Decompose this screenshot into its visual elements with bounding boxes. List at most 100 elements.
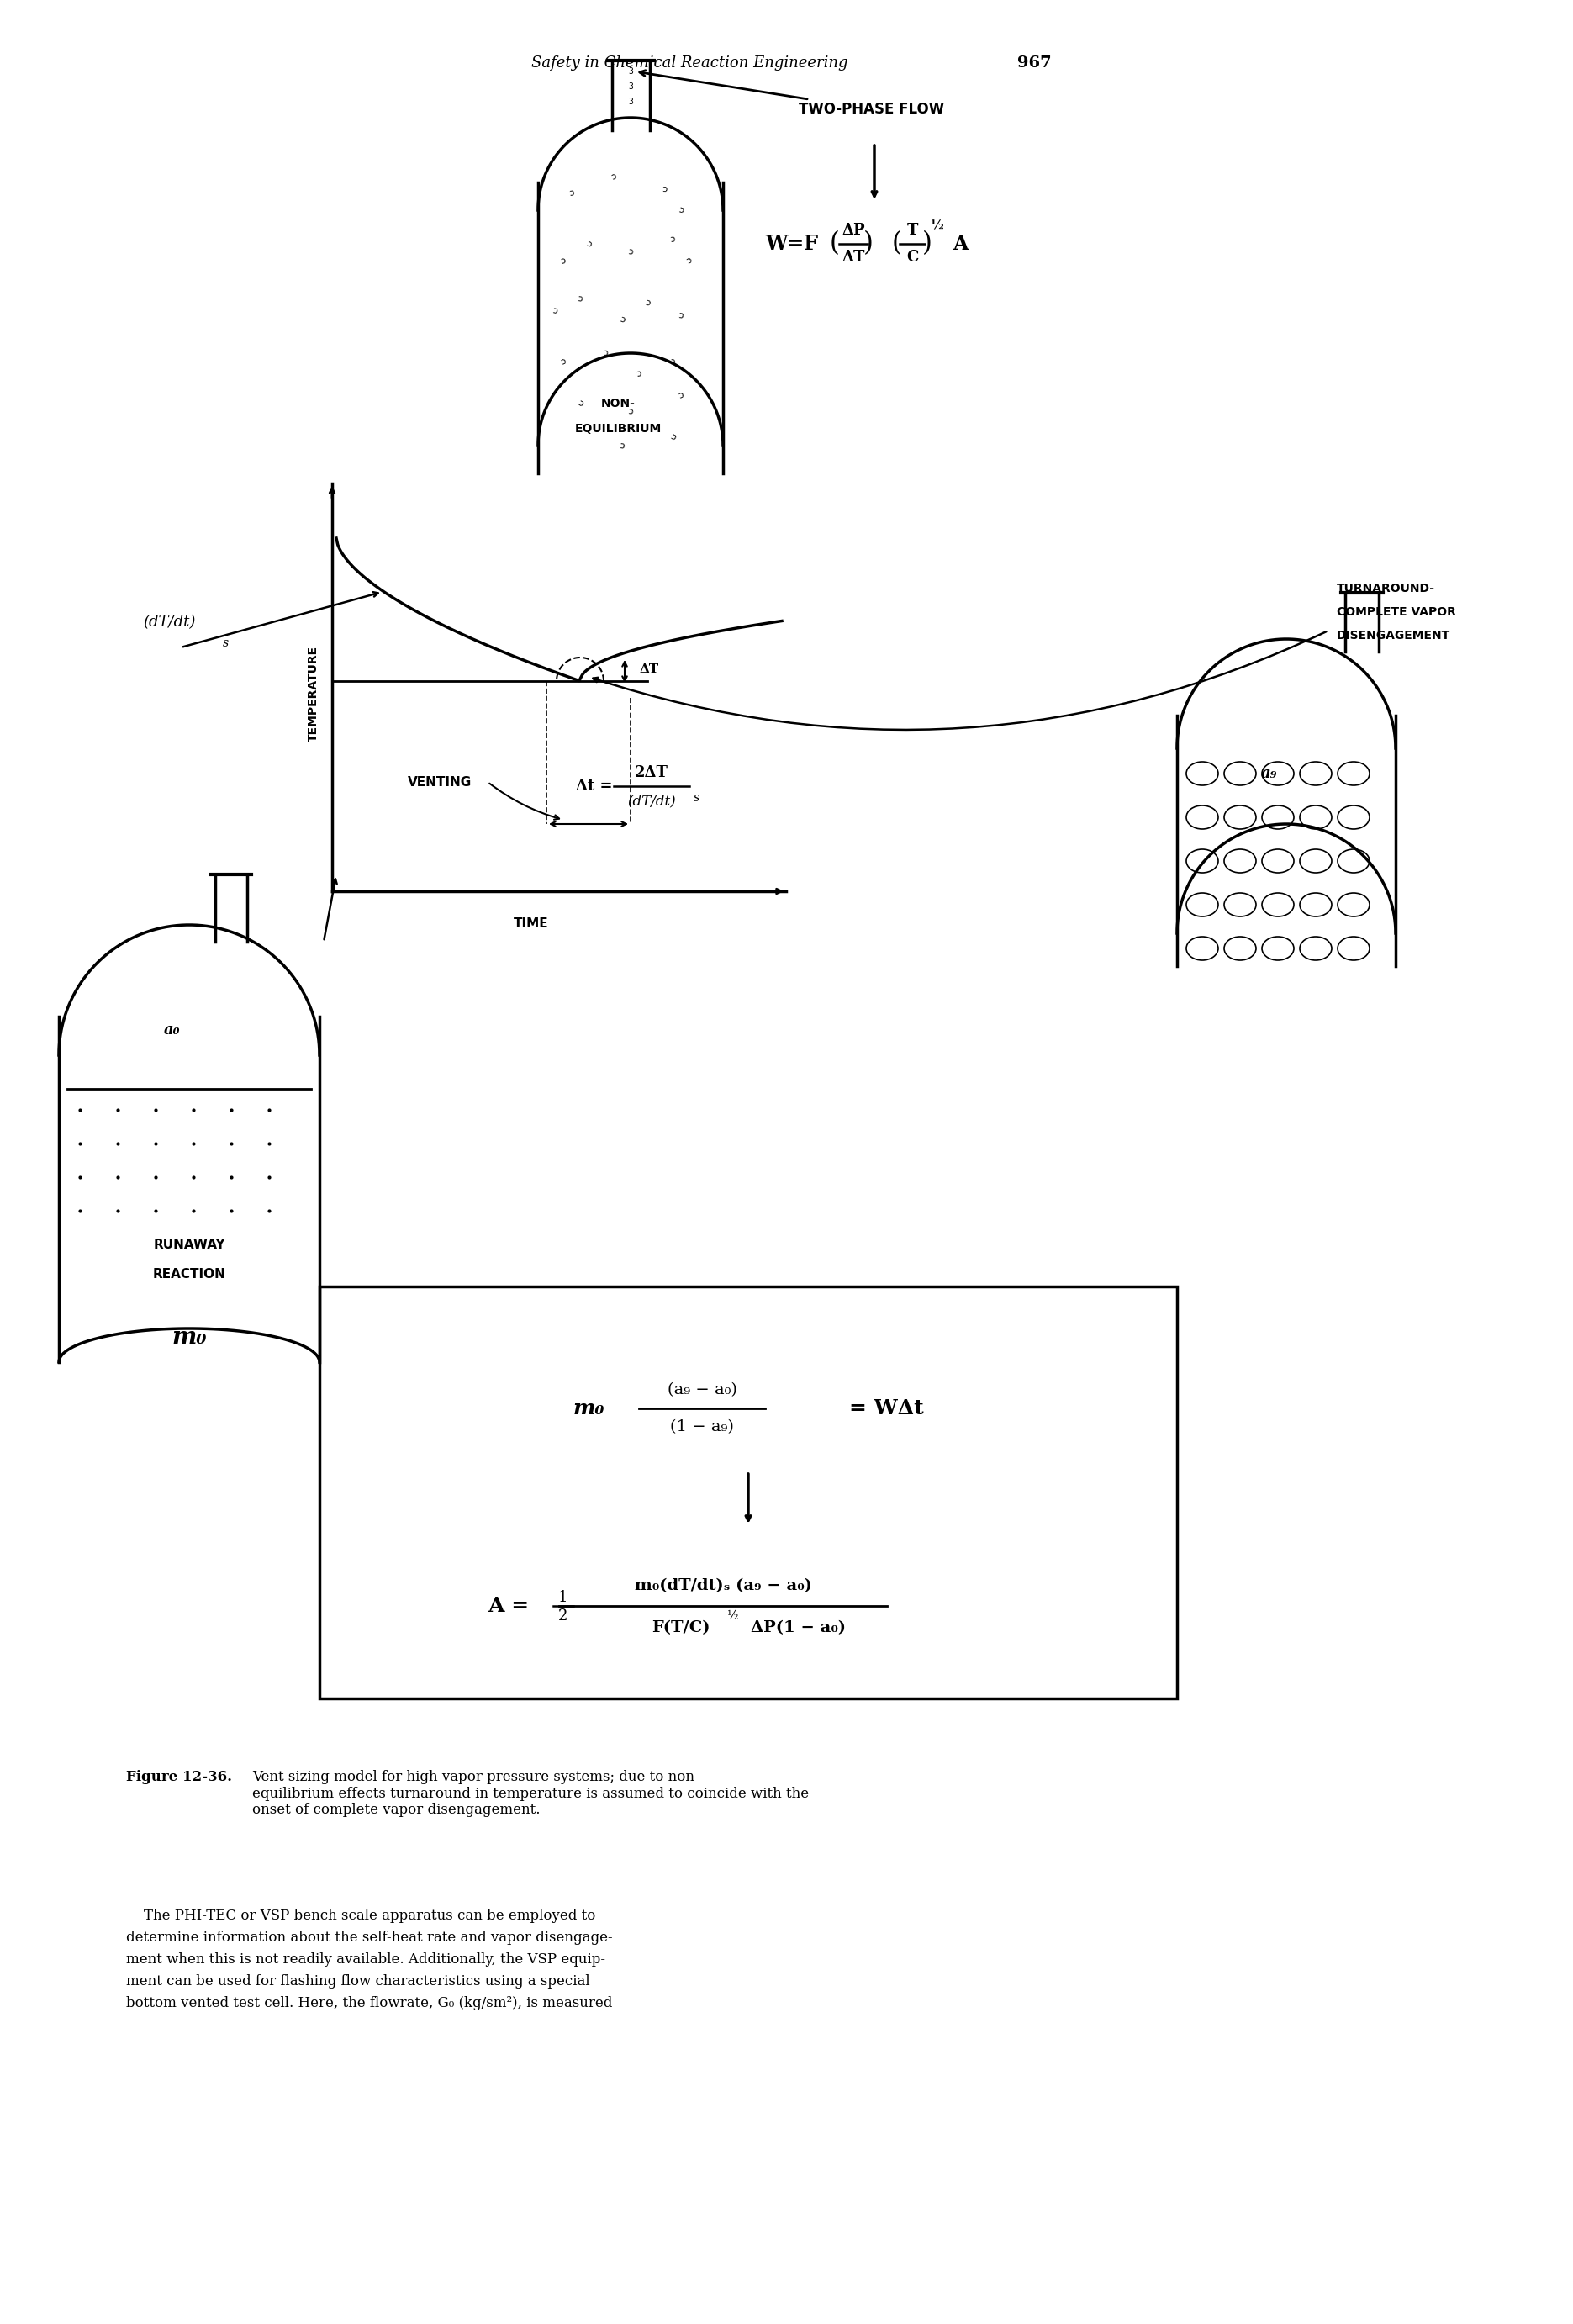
Text: RUNAWAY: RUNAWAY xyxy=(153,1239,225,1250)
Text: ΔP(1 − a₀): ΔP(1 − a₀) xyxy=(752,1620,846,1636)
Ellipse shape xyxy=(1186,806,1218,830)
Text: REACTION: REACTION xyxy=(153,1267,225,1281)
Text: Δt =: Δt = xyxy=(576,779,612,795)
Text: ɔ: ɔ xyxy=(635,370,642,379)
Ellipse shape xyxy=(1337,848,1370,874)
Text: C: C xyxy=(906,249,919,265)
Ellipse shape xyxy=(1299,806,1332,830)
Text: s: s xyxy=(694,792,700,804)
Text: ɔ: ɔ xyxy=(560,356,568,367)
Text: ɔ: ɔ xyxy=(602,349,609,358)
Ellipse shape xyxy=(1186,937,1218,960)
Ellipse shape xyxy=(1299,937,1332,960)
Text: TEMPERATURE: TEMPERATURE xyxy=(308,646,319,741)
Ellipse shape xyxy=(1224,848,1257,874)
Ellipse shape xyxy=(1186,892,1218,916)
Text: ɔ: ɔ xyxy=(670,235,676,244)
Text: COMPLETE VAPOR: COMPLETE VAPOR xyxy=(1337,607,1457,618)
Ellipse shape xyxy=(1262,892,1295,916)
Text: ɔ: ɔ xyxy=(678,205,684,214)
Ellipse shape xyxy=(1224,806,1257,830)
Text: 967: 967 xyxy=(1018,56,1051,70)
Ellipse shape xyxy=(1262,937,1295,960)
Text: ɔ: ɔ xyxy=(670,358,676,367)
Text: ½: ½ xyxy=(931,218,944,230)
Text: ): ) xyxy=(922,230,933,258)
Text: Vent sizing model for high vapor pressure systems; due to non-
equilibrium effec: Vent sizing model for high vapor pressur… xyxy=(252,1771,809,1817)
Text: ɔ: ɔ xyxy=(686,256,694,265)
Text: s: s xyxy=(223,637,228,648)
Text: TWO-PHASE FLOW: TWO-PHASE FLOW xyxy=(640,70,944,116)
Ellipse shape xyxy=(1337,892,1370,916)
Text: ΔT: ΔT xyxy=(640,662,659,676)
Ellipse shape xyxy=(1224,937,1257,960)
Text: = WΔt: = WΔt xyxy=(849,1399,923,1418)
Text: TURNAROUND-: TURNAROUND- xyxy=(1337,583,1435,595)
Ellipse shape xyxy=(1262,762,1295,786)
Ellipse shape xyxy=(1337,762,1370,786)
Text: ): ) xyxy=(864,230,873,258)
Ellipse shape xyxy=(1186,762,1218,786)
Text: ΔT: ΔT xyxy=(842,249,865,265)
Text: ɔ: ɔ xyxy=(610,172,618,181)
Ellipse shape xyxy=(1224,892,1257,916)
Text: m₀(dT/dt)ₛ (a₉ − a₀): m₀(dT/dt)ₛ (a₉ − a₀) xyxy=(634,1578,812,1594)
Text: ɔ: ɔ xyxy=(678,311,684,321)
Ellipse shape xyxy=(1224,762,1257,786)
Text: ɔ: ɔ xyxy=(618,314,626,325)
Text: EQUILIBRIUM: EQUILIBRIUM xyxy=(574,423,661,435)
Ellipse shape xyxy=(1299,848,1332,874)
Text: ɔ: ɔ xyxy=(628,407,634,416)
Bar xyxy=(319,1287,1177,1699)
Text: ½: ½ xyxy=(727,1611,739,1622)
Text: ɔ: ɔ xyxy=(560,256,566,265)
Text: ɔ: ɔ xyxy=(628,249,634,258)
Ellipse shape xyxy=(1299,762,1332,786)
Text: m₀: m₀ xyxy=(171,1325,206,1348)
Text: m₀: m₀ xyxy=(573,1399,604,1418)
Text: ɔ: ɔ xyxy=(662,186,667,193)
Text: 3: 3 xyxy=(628,98,632,107)
Text: a₉: a₉ xyxy=(1262,767,1277,781)
Text: VENTING: VENTING xyxy=(407,776,472,788)
Ellipse shape xyxy=(1337,937,1370,960)
Text: F(T/C): F(T/C) xyxy=(651,1620,709,1636)
Text: The PHI-TEC or VSP bench scale apparatus can be employed to
determine informatio: The PHI-TEC or VSP bench scale apparatus… xyxy=(126,1908,612,2010)
Text: DISENGAGEMENT: DISENGAGEMENT xyxy=(1337,630,1450,641)
Text: Figure 12-36.: Figure 12-36. xyxy=(126,1771,233,1785)
Text: 1: 1 xyxy=(558,1590,568,1606)
Text: A: A xyxy=(953,235,967,253)
Text: ɔ: ɔ xyxy=(568,188,574,198)
Text: (: ( xyxy=(892,230,901,258)
Ellipse shape xyxy=(1186,848,1218,874)
Ellipse shape xyxy=(1337,806,1370,830)
Text: ɔ: ɔ xyxy=(577,293,584,302)
Text: ɔ: ɔ xyxy=(552,307,558,316)
Text: TIME: TIME xyxy=(513,918,549,930)
Text: 2ΔT: 2ΔT xyxy=(635,765,669,781)
Text: 2: 2 xyxy=(558,1608,568,1624)
Text: NON-: NON- xyxy=(601,397,635,409)
Text: ΔP: ΔP xyxy=(842,223,865,237)
Text: ɔ: ɔ xyxy=(620,442,624,451)
Text: ɔ: ɔ xyxy=(576,400,584,409)
Ellipse shape xyxy=(1262,848,1295,874)
Text: (dT/dt): (dT/dt) xyxy=(628,795,676,809)
Text: a₀: a₀ xyxy=(164,1023,181,1037)
Ellipse shape xyxy=(1299,892,1332,916)
Text: Safety in Chemical Reaction Engineering: Safety in Chemical Reaction Engineering xyxy=(532,56,848,70)
Ellipse shape xyxy=(1262,806,1295,830)
Text: 3: 3 xyxy=(628,81,632,91)
Text: (a₉ − a₀): (a₉ − a₀) xyxy=(667,1383,736,1397)
Text: T: T xyxy=(906,223,917,237)
Text: (1 − a₉): (1 − a₉) xyxy=(670,1420,735,1434)
Text: ɔ: ɔ xyxy=(585,239,593,249)
Text: ɔ: ɔ xyxy=(643,297,651,307)
Text: A =: A = xyxy=(488,1597,529,1615)
Text: (: ( xyxy=(831,230,840,258)
Text: ɔ: ɔ xyxy=(669,432,676,442)
Text: (dT/dt): (dT/dt) xyxy=(143,614,195,630)
Text: W=F: W=F xyxy=(764,235,818,253)
Text: ɔ: ɔ xyxy=(676,390,684,400)
Text: 3: 3 xyxy=(628,67,632,77)
